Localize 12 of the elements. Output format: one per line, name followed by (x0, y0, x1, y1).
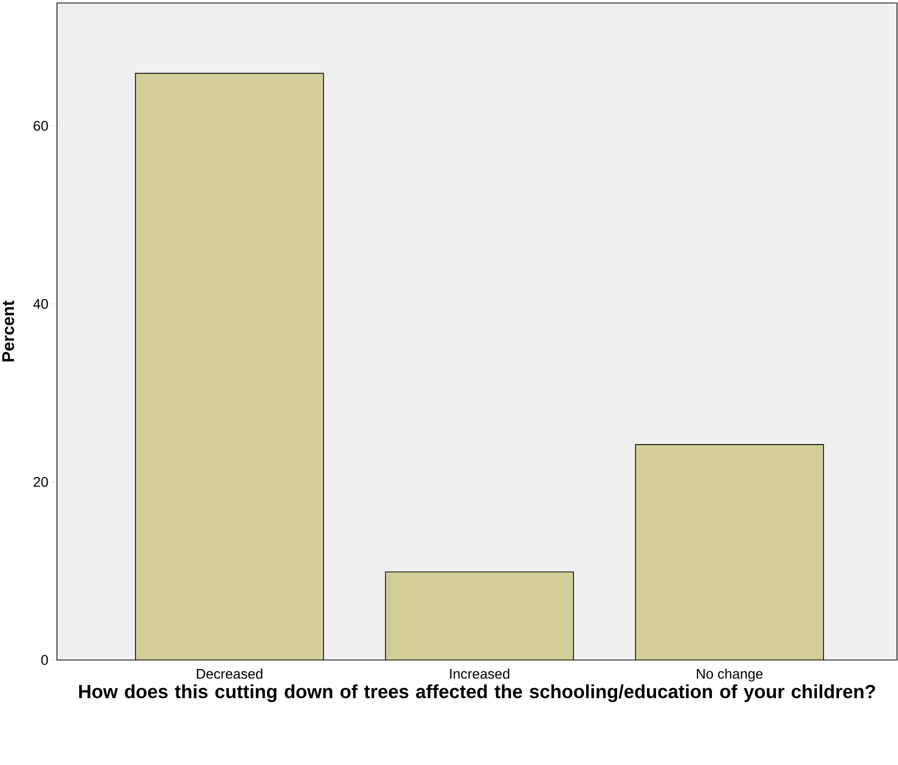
x-tick-label: Decreased (196, 668, 262, 679)
y-tick-label: 0 (41, 655, 48, 665)
bar (635, 444, 824, 660)
x-tick-label: No change (696, 668, 763, 682)
bar (385, 571, 574, 660)
bar (136, 73, 324, 660)
x-tick-label: Increased (450, 668, 510, 679)
y-tick-label: 60 (34, 120, 48, 131)
x-axis-title: How does this cutting down of trees affected the schooling/education of your children? (79, 684, 876, 702)
y-tick-label: 40 (33, 298, 48, 309)
y-tick-label: 20 (34, 477, 48, 487)
y-axis-title: Percent (2, 300, 14, 362)
